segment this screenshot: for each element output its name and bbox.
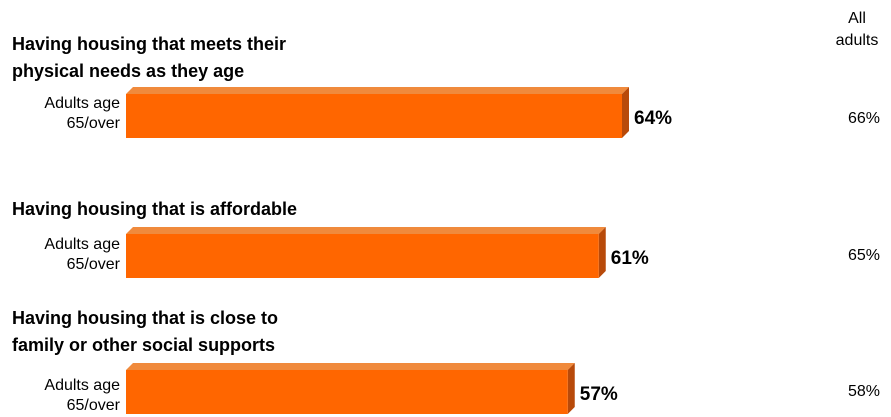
all-adults-value: 65%: [847, 247, 880, 264]
question-title-physical-needs: Having housing that meets their physical…: [12, 31, 472, 85]
bar-value-label: 61%: [611, 248, 649, 269]
bar: [126, 234, 599, 278]
bar-side-face: [567, 363, 575, 414]
bar-group: 57%: [126, 363, 618, 414]
bar-top-face: [126, 227, 606, 234]
question-title-line1: Having housing that is affordable: [12, 199, 298, 219]
category-label: Adults age 65/over: [0, 94, 120, 134]
all-adults-column-header: All adults: [824, 8, 890, 52]
bar-top-face: [126, 87, 629, 94]
all-adults-header-line1: All: [848, 10, 866, 27]
category-label-line1: Adults age: [44, 95, 120, 112]
category-label-line1: Adults age: [44, 377, 120, 394]
bar-value-label: 57%: [580, 384, 618, 405]
all-adults-value: 58%: [847, 383, 880, 400]
question-title-line2: physical needs as they age: [12, 61, 245, 81]
question-title-line2: family or other social supports: [12, 335, 276, 355]
bar: [126, 94, 622, 138]
category-label-line1: Adults age: [44, 236, 120, 253]
category-label: Adults age 65/over: [0, 376, 120, 416]
question-title-line1: Having housing that is close to: [12, 308, 279, 328]
bar-group: 64%: [126, 87, 672, 138]
question-title-affordable: Having housing that is affordable: [12, 196, 472, 223]
bar: [126, 370, 568, 414]
bar-group: 61%: [126, 227, 649, 278]
bar-value-label: 64%: [634, 108, 672, 129]
category-label-line2: 65/over: [66, 115, 120, 132]
question-title-line1: Having housing that meets their: [12, 34, 287, 54]
bar-side-face: [598, 227, 606, 278]
bar-top-face: [126, 363, 575, 370]
all-adults-value: 66%: [847, 110, 880, 127]
all-adults-header-line2: adults: [835, 32, 879, 49]
bar-side-face: [622, 87, 629, 138]
category-label: Adults age 65/over: [0, 235, 120, 275]
category-label-line2: 65/over: [66, 256, 120, 273]
question-title-close-to-family: Having housing that is close to family o…: [12, 305, 472, 359]
category-label-line2: 65/over: [66, 397, 120, 414]
